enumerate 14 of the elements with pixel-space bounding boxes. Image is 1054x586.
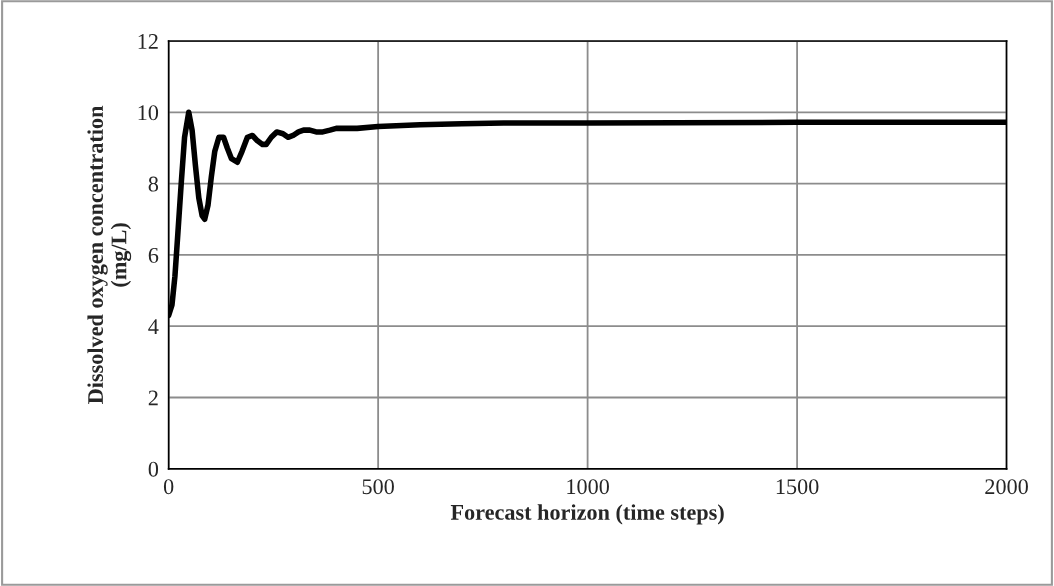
y-tick-label: 12 [138,34,158,49]
x-tick-label: 0 [163,479,174,495]
x-tick-label: 500 [362,479,394,495]
x-tick-label: 1000 [567,479,609,495]
y-tick-label: 6 [148,247,159,263]
y-tick-label: 2 [148,390,158,406]
y-tick-label: 8 [148,176,159,192]
y-tick-label: 0 [148,461,159,477]
y-tick-label: 4 [148,319,159,334]
y-tick-label: 10 [138,105,159,121]
y-axis-title: Dissolved oxygen concentration (mg/L) [87,105,132,404]
x-tick-label: 2000 [985,479,1028,495]
x-axis-title: Forecast horizon (time steps) [450,504,724,525]
x-tick-label: 1500 [776,479,819,495]
